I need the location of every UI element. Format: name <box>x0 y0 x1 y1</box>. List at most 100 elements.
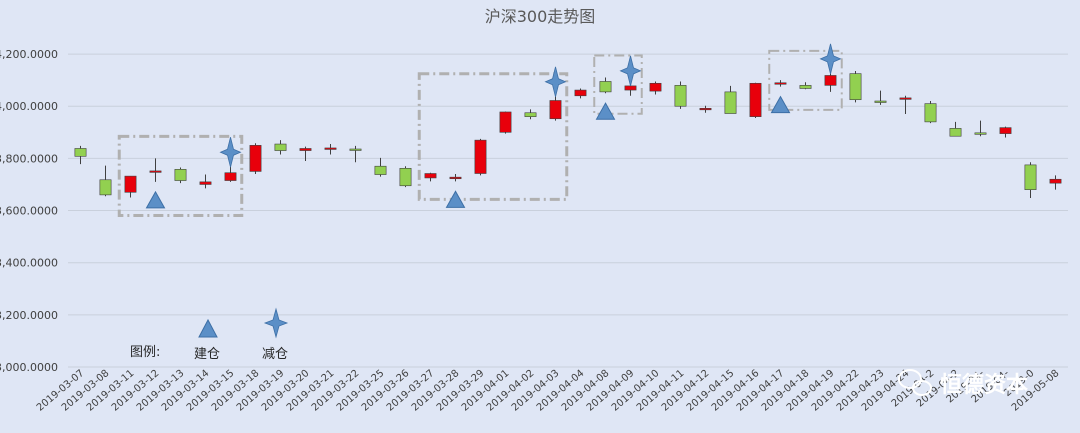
candle <box>499 111 512 134</box>
candle <box>699 105 712 113</box>
candle <box>574 88 587 99</box>
candle <box>824 72 837 92</box>
candle <box>174 167 187 184</box>
y-tick-label: 3,000.0000 <box>0 361 58 374</box>
candle <box>74 145 87 165</box>
highlight-region <box>768 49 843 111</box>
candle <box>399 166 412 188</box>
candle-body <box>899 97 912 100</box>
candle-body <box>99 179 112 196</box>
candle-body <box>324 147 337 150</box>
candle <box>199 174 212 189</box>
sell-marker-star-icon <box>219 137 242 168</box>
candle <box>774 80 787 87</box>
sell-marker-star-icon <box>819 43 842 74</box>
candle-body <box>624 85 637 91</box>
candle-body <box>74 148 87 157</box>
sell-marker-star-icon <box>619 55 642 86</box>
candle-body <box>299 148 312 151</box>
y-tick-label: 4,200.0000 <box>0 48 58 61</box>
candle <box>724 85 737 114</box>
candle-body <box>274 143 287 151</box>
buy-marker-triangle-icon <box>145 190 166 209</box>
candle-body <box>1024 164 1037 190</box>
candle-body <box>974 132 987 135</box>
candle <box>799 82 812 90</box>
candle <box>99 165 112 197</box>
legend-buy-label: 建仓 <box>194 347 220 362</box>
candle <box>224 166 237 182</box>
legend-buy-triangle-icon <box>198 318 218 338</box>
candle <box>899 95 912 115</box>
candle <box>849 71 862 103</box>
candle <box>674 81 687 109</box>
candle-body <box>499 111 512 133</box>
candle-body <box>649 82 662 92</box>
candle-body <box>599 81 612 93</box>
candle-body <box>349 148 362 151</box>
legend-title: 图例: <box>130 345 160 360</box>
candle-body <box>474 139 487 174</box>
candle-body <box>774 82 787 85</box>
watermark-text: 恒德资本 <box>940 372 1028 398</box>
candle-body <box>674 85 687 107</box>
highlight-region <box>117 134 244 217</box>
sell-marker-star-icon <box>544 66 567 97</box>
y-tick-label: 3,400.0000 <box>0 257 58 270</box>
wechat-logo-icon <box>898 369 932 396</box>
candle-body <box>399 167 412 187</box>
candle-body <box>124 175 137 193</box>
highlight-region <box>593 54 643 115</box>
candle <box>624 84 637 96</box>
candle-body <box>174 169 187 181</box>
candle <box>449 174 462 182</box>
candle <box>999 126 1012 138</box>
candle <box>424 172 437 182</box>
candle-body <box>424 173 437 179</box>
candle <box>274 140 287 155</box>
candle <box>1049 175 1062 190</box>
candle-body <box>549 100 562 120</box>
candle-body <box>249 145 262 172</box>
buy-marker-triangle-icon <box>445 190 466 208</box>
candle-body <box>724 91 737 114</box>
candle-body <box>999 127 1012 134</box>
candle-body <box>924 103 937 123</box>
watermark: 恒德资本 <box>898 369 1028 398</box>
y-tick-label: 4,000.0000 <box>0 100 58 113</box>
candle-body <box>449 176 462 180</box>
candle-body <box>949 128 962 137</box>
highlight-region <box>417 72 569 201</box>
candle <box>649 81 662 95</box>
candle-body <box>824 75 837 86</box>
candle-body <box>149 170 162 173</box>
y-tick-label: 3,600.0000 <box>0 205 58 218</box>
legend-sell-label: 减仓 <box>262 347 288 362</box>
candle <box>599 77 612 94</box>
candle <box>1024 162 1037 199</box>
candle-body <box>1049 178 1062 184</box>
candle <box>974 120 987 137</box>
candle <box>474 138 487 176</box>
legend-sell-star-icon <box>263 307 289 339</box>
buy-marker-triangle-icon <box>770 95 791 114</box>
candle-body <box>874 100 887 103</box>
candle-body <box>524 112 537 117</box>
candle <box>124 175 137 198</box>
candle <box>874 90 887 105</box>
buy-marker-triangle-icon <box>595 102 616 120</box>
candle <box>299 146 312 161</box>
candle-body <box>224 172 237 181</box>
candle <box>549 95 562 121</box>
candle <box>924 101 937 124</box>
candle-body <box>849 73 862 101</box>
candle <box>949 121 962 137</box>
candle <box>374 157 387 177</box>
chart-title: 沪深300走势图 <box>485 7 596 26</box>
candle-body <box>799 85 812 89</box>
candle-body <box>749 82 762 117</box>
candle <box>149 158 162 182</box>
y-tick-label: 3,200.0000 <box>0 309 58 322</box>
